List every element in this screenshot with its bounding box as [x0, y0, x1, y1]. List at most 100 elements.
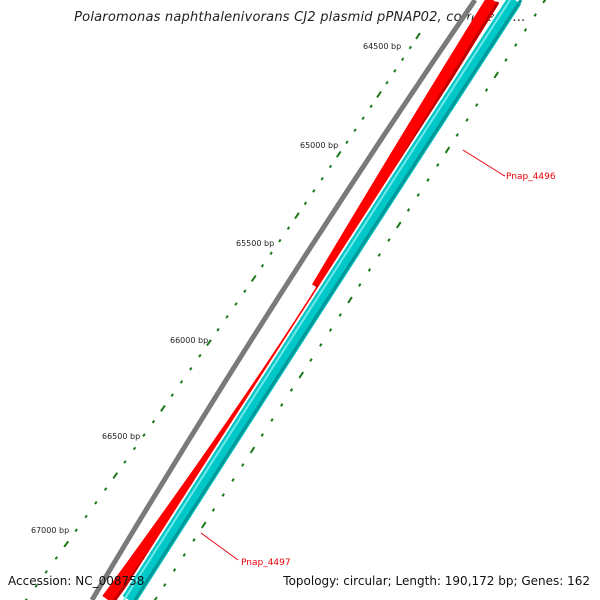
ruler-tick [465, 118, 469, 122]
ruler-label-67000: 67000 bp [31, 526, 69, 535]
gene-pnap-4496[interactable] [122, 0, 522, 600]
ruler-tick [426, 178, 430, 182]
accession-text: Accession: NC_008758 [8, 574, 145, 588]
ruler-tick [533, 13, 537, 17]
ruler-tick [151, 419, 156, 424]
ruler-label-65000: 65000 bp [300, 141, 338, 150]
inner-ruler [24, 32, 421, 600]
ruler-tick [179, 380, 184, 384]
ruler-tick [163, 583, 167, 587]
ruler-tick [231, 478, 235, 482]
ruler-label-64500: 64500 bp [363, 42, 401, 51]
ruler-tick [393, 69, 397, 73]
ruler-tick [103, 487, 108, 491]
ruler-tick [514, 43, 518, 47]
ruler-tick [94, 501, 98, 505]
ruler-tick [484, 88, 489, 92]
gene-upper-red[interactable] [311, 0, 499, 292]
ruler-tick [406, 208, 411, 212]
ruler-tick [44, 570, 48, 574]
ruler-tick [170, 393, 174, 397]
ruler-tick [192, 538, 196, 542]
ruler-tick [260, 433, 264, 437]
ruler-tick [153, 596, 158, 600]
gene-pnap-4496-shade [133, 0, 523, 600]
ruler-tick [280, 403, 284, 407]
ruler-tick [385, 80, 389, 85]
ruler-tick [234, 302, 238, 306]
ruler-tick [198, 353, 202, 358]
ruler-tick [294, 212, 300, 220]
outer-ruler [153, 0, 547, 600]
ruler-tick [523, 28, 528, 32]
ruler-tick [216, 327, 220, 332]
backbone-highlight [98, 0, 483, 600]
ruler-tick [328, 328, 333, 332]
ruler-tick [84, 514, 88, 519]
ruler-label-66500: 66500 bp [102, 432, 140, 441]
ruler-tick [387, 238, 391, 242]
ruler-tick [24, 598, 28, 600]
ruler-tick [436, 163, 440, 167]
ruler-tick [211, 508, 216, 512]
ruler-tick [270, 418, 274, 422]
topology-summary: Topology: circular; Length: 190,172 bp; … [283, 574, 590, 588]
ruler-tick [278, 238, 282, 243]
ruler-tick [335, 150, 342, 158]
ruler-tick [415, 32, 421, 40]
ruler-tick [243, 289, 247, 293]
ruler-tick [298, 371, 305, 379]
ruler-tick [221, 493, 225, 497]
ruler-tick [493, 71, 500, 79]
ruler-tick [206, 339, 212, 347]
ruler-tick [172, 568, 177, 572]
map-title: Polaromonas naphthalenivorans CJ2 plasmi… [74, 10, 526, 25]
ruler-tick [225, 315, 229, 319]
ruler-tick [504, 58, 508, 62]
ruler-tick [455, 133, 459, 137]
ruler-tick [200, 521, 207, 529]
ruler-tick [182, 553, 186, 557]
ruler-tick [475, 103, 479, 107]
ruler-tick [328, 164, 333, 169]
ruler-tick [400, 57, 405, 62]
ruler-tick [347, 296, 353, 304]
ruler-tick [160, 404, 166, 412]
pnap-4497-leader [200, 532, 239, 561]
ruler-tick [367, 268, 372, 272]
ruler-tick [112, 472, 119, 479]
ruler-tick [286, 226, 291, 230]
ruler-tick [189, 367, 193, 371]
ruler-tick [241, 463, 245, 467]
ruler-tick [312, 189, 316, 193]
ruler-tick [361, 116, 365, 121]
ruler-tick [289, 388, 294, 392]
ruler-tick [444, 146, 451, 154]
ruler-tick [542, 0, 547, 4]
pnap-4496-leader [462, 149, 504, 176]
gene-pnap-4496-light [123, 0, 511, 600]
ruler-tick [320, 176, 324, 181]
ruler-tick [54, 556, 59, 560]
ruler-tick [249, 446, 256, 454]
ruler-tick [376, 90, 382, 98]
ruler-tick [142, 433, 146, 437]
ruler-tick [416, 193, 420, 197]
ruler-tick [358, 283, 362, 287]
pnap-4496-leader-tail [502, 174, 506, 177]
ruler-tick [269, 251, 273, 255]
ruler-tick [132, 446, 137, 451]
ruler-tick [309, 358, 313, 362]
ruler-tick [377, 253, 381, 257]
ruler-tick [250, 275, 257, 282]
gene-label-pnap-4496[interactable]: Pnap_4496 [506, 172, 556, 182]
ruler-tick [345, 140, 349, 145]
ruler-tick [123, 460, 127, 464]
ruler-tick [74, 528, 78, 533]
ruler-tick [319, 343, 323, 347]
gene-label-pnap-4497[interactable]: Pnap_4497 [241, 558, 291, 568]
ruler-tick [395, 221, 402, 229]
ruler-tick [303, 201, 308, 206]
ruler-label-65500: 65500 bp [236, 239, 274, 248]
